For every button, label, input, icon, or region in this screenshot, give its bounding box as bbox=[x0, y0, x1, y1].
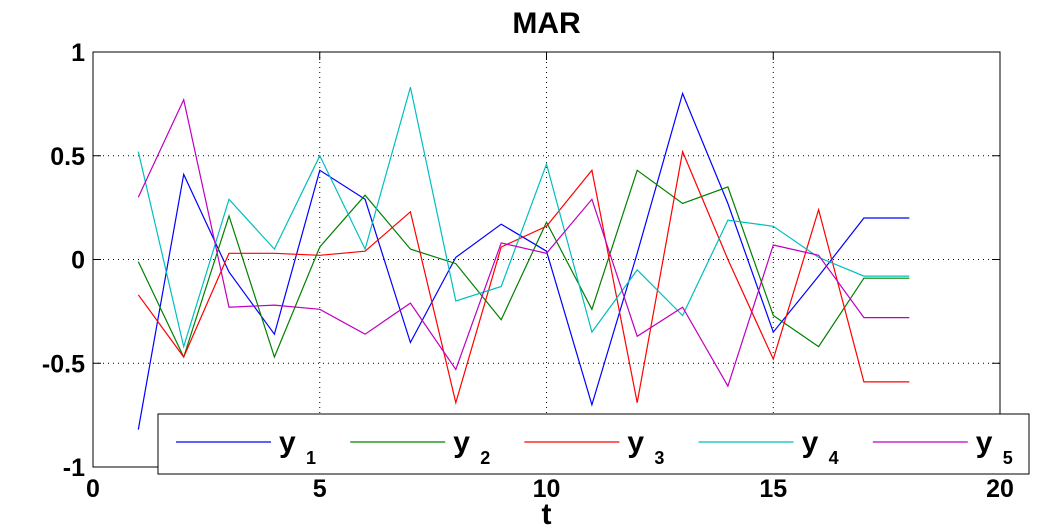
chart-title: MAR bbox=[512, 7, 581, 40]
y-tick-label: 0 bbox=[71, 247, 85, 275]
y-tick-label: -0.5 bbox=[42, 350, 85, 378]
legend-subscript-y4: 4 bbox=[829, 448, 839, 468]
series-line-y5 bbox=[137, 97, 910, 388]
legend-label-y4: y bbox=[802, 426, 819, 459]
x-tick-label: 0 bbox=[86, 475, 100, 503]
series-line-y3 bbox=[137, 149, 910, 406]
grid-lines bbox=[93, 52, 1000, 467]
y-tick-label: 0.5 bbox=[50, 143, 85, 171]
x-axis-label: t bbox=[542, 498, 552, 526]
series-lines bbox=[137, 87, 910, 430]
legend-subscript-y5: 5 bbox=[1003, 448, 1013, 468]
x-tick-label: 5 bbox=[313, 475, 327, 503]
legend-subscript-y3: 3 bbox=[654, 448, 664, 468]
legend-label-y3: y bbox=[627, 426, 644, 459]
x-tick-label: 20 bbox=[986, 475, 1014, 503]
series-line-y2 bbox=[137, 169, 910, 359]
x-tick-label: 15 bbox=[759, 475, 787, 503]
y-tick-label: -1 bbox=[63, 454, 85, 482]
y-tick-label: 1 bbox=[71, 39, 85, 67]
legend-label-y1: y bbox=[279, 426, 296, 459]
legend-label-y5: y bbox=[976, 426, 993, 459]
legend-subscript-y1: 1 bbox=[306, 448, 316, 468]
x-tick-label: 10 bbox=[533, 475, 561, 503]
legend-box bbox=[157, 413, 1030, 475]
legend-label-y2: y bbox=[453, 426, 470, 459]
series-line-y1 bbox=[137, 91, 910, 430]
legend-subscript-y2: 2 bbox=[480, 448, 490, 468]
tick-labels: 0 5 10 15 20-1-0.500.51 bbox=[42, 39, 1014, 503]
series-line-y4 bbox=[137, 87, 910, 349]
